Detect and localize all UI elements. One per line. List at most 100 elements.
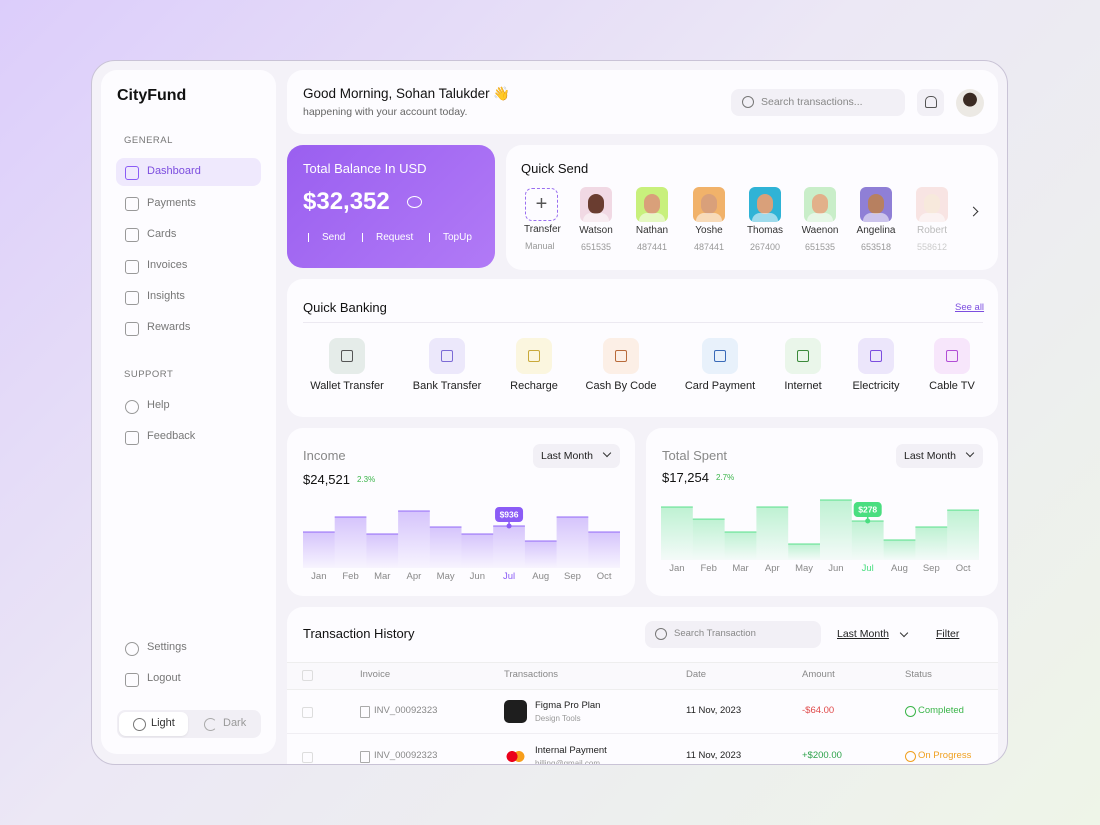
table-header (287, 662, 998, 690)
banking-icon[interactable] (858, 338, 894, 374)
nav-item[interactable]: Logout (147, 672, 181, 685)
bar (883, 539, 916, 560)
contact-avatar[interactable] (860, 187, 892, 222)
nav-icon (125, 197, 139, 212)
invoice-id: INV_00092323 (374, 705, 438, 717)
bar-chart: Jan Feb Mar Apr May Jun Jul $278 Aug Sep Oct (661, 499, 979, 574)
checkbox[interactable] (302, 752, 313, 763)
search-placeholder: Search transactions... (761, 95, 863, 108)
banking-icon[interactable] (785, 338, 821, 374)
contact-avatar[interactable] (749, 187, 781, 222)
column-header: Date (686, 669, 707, 681)
theme-option[interactable]: Dark (223, 717, 247, 730)
icon-glyph (797, 350, 809, 362)
banking-icon[interactable] (516, 338, 552, 374)
banking-label[interactable]: Electricity (852, 380, 900, 393)
period-dropdown[interactable]: Last Month (896, 444, 983, 468)
nav-item[interactable]: Invoices (147, 259, 188, 271)
nav-item[interactable]: Help (147, 399, 170, 412)
month-label: May (437, 571, 455, 582)
banking-label[interactable]: Bank Transfer (412, 380, 482, 393)
avatar-body (696, 213, 722, 222)
column-header: Status (905, 669, 932, 681)
month-label: Mar (374, 571, 390, 582)
search-icon (742, 96, 754, 108)
banking-icon[interactable] (702, 338, 738, 374)
search-box[interactable] (731, 89, 905, 116)
checkbox[interactable] (302, 707, 313, 718)
nav-item[interactable]: Feedback (147, 430, 196, 443)
nav-item[interactable]: Dashboard (147, 165, 201, 178)
invoice-icon (360, 706, 370, 718)
month-label: Sep (923, 563, 940, 574)
marker-dot (865, 518, 871, 524)
contact-avatar[interactable] (916, 187, 948, 222)
transaction-status: On Progress (918, 750, 972, 762)
banking-label[interactable]: Recharge (510, 380, 558, 393)
contact-avatar[interactable] (693, 187, 725, 222)
value-badge (495, 506, 524, 522)
contact-name: Robert (916, 225, 948, 236)
banking-icon[interactable] (429, 338, 465, 374)
contact-name: Angelina (856, 225, 896, 236)
transaction-sub: Design Tools (535, 714, 581, 724)
profile-avatar[interactable] (956, 89, 984, 117)
banking-label[interactable]: Card Payment (684, 380, 756, 393)
see-all-link[interactable]: See all (955, 302, 985, 314)
bar (588, 532, 620, 568)
app: CityFund GENERAL Dashboard Payments Cards Inv… (92, 61, 1007, 764)
nav-item[interactable]: Cards (147, 227, 177, 240)
nav-item[interactable]: Settings (147, 641, 187, 654)
balance-action[interactable]: TopUp (443, 232, 472, 243)
banking-label[interactable]: Wallet Transfer (310, 380, 384, 393)
stat-title: Income (303, 448, 346, 464)
stat-amount: $24,521 (303, 472, 350, 488)
bar (366, 533, 399, 568)
contact-id: 487441 (693, 241, 725, 252)
subtitle: happening with your account today. (303, 105, 468, 118)
transaction-date: 11 Nov, 2023 (686, 750, 742, 762)
status-icon (905, 751, 916, 762)
icon-glyph (714, 350, 726, 362)
period-filter[interactable]: Last Month (837, 627, 889, 640)
transaction-search[interactable] (645, 621, 821, 648)
nav-item[interactable]: Payments (147, 196, 196, 209)
column-header: Transactions (504, 669, 559, 681)
banking-icon[interactable] (603, 338, 639, 374)
contact-avatar[interactable] (580, 187, 612, 222)
checkbox[interactable] (302, 670, 313, 681)
avatar-face (757, 194, 773, 214)
theme-option[interactable]: Light (151, 717, 175, 730)
banking-label[interactable]: Cable TV (929, 380, 975, 393)
contact-id: 651535 (804, 241, 836, 252)
bell-icon (925, 96, 937, 108)
contact-avatar[interactable] (804, 187, 836, 222)
nav-item[interactable]: Insights (147, 290, 185, 303)
app-frame: CityFund GENERAL Dashboard Payments Cards Inv… (91, 60, 1008, 765)
nav-icon (125, 322, 139, 336)
nav-icon (125, 259, 139, 274)
transfer-button[interactable]: + (525, 188, 558, 221)
filter-button[interactable]: Filter (936, 627, 960, 640)
month-label: Oct (956, 563, 971, 574)
bar (851, 521, 884, 560)
nav-item[interactable]: Rewards (147, 321, 191, 334)
bar-chart: Jan Feb Mar Apr May Jun Jul $936 Aug Sep Oct (303, 506, 620, 582)
transaction-status: Completed (918, 705, 964, 717)
contact-avatar[interactable] (636, 187, 668, 222)
marker-dot (506, 523, 512, 529)
nav-icon (125, 400, 139, 414)
avatar-face (812, 194, 828, 214)
notification-button[interactable] (917, 89, 944, 116)
banking-icon[interactable] (934, 338, 970, 374)
period-dropdown[interactable]: Last Month (533, 444, 620, 468)
section-title: Transaction History (303, 626, 415, 642)
month-label: Apr (765, 563, 780, 574)
banking-icon[interactable] (329, 338, 365, 374)
balance-action[interactable]: Send (322, 232, 346, 243)
balance-action[interactable]: Request (376, 232, 414, 243)
avatar-body (863, 213, 889, 222)
banking-label[interactable]: Cash By Code (585, 380, 657, 393)
banking-label[interactable]: Internet (784, 380, 822, 393)
search-placeholder: Search Transaction (674, 628, 756, 640)
